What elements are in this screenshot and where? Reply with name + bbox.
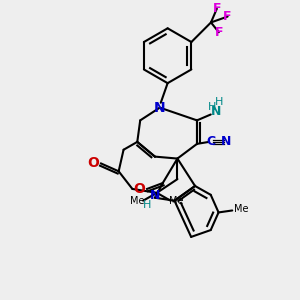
Text: N: N [150,189,160,202]
Text: H: H [215,97,224,107]
Text: Me: Me [234,205,248,214]
Text: Me: Me [169,196,184,206]
Text: Me: Me [130,196,145,206]
Text: N: N [154,100,166,115]
Text: N: N [221,135,232,148]
Text: F: F [224,10,232,23]
Text: F: F [213,2,221,15]
Text: H: H [208,102,216,112]
Text: C: C [206,135,215,148]
Text: N: N [210,105,221,118]
Text: O: O [133,182,145,196]
Text: F: F [214,26,223,39]
Text: H: H [143,200,151,210]
Text: O: O [87,157,99,170]
